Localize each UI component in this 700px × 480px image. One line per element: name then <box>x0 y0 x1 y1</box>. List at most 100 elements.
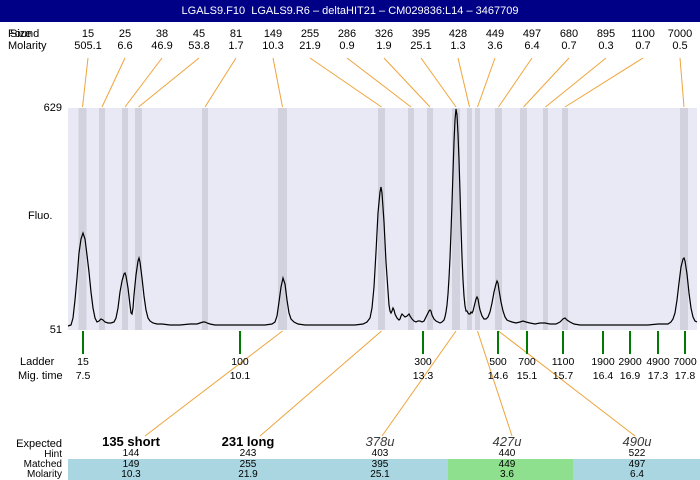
found-label: Found <box>8 28 40 40</box>
y-axis-title: Fluo. <box>28 210 53 222</box>
top-connector-line <box>457 57 470 108</box>
ladder-size-value: 15 <box>77 356 89 368</box>
top-connector-line <box>82 57 89 108</box>
marker-band <box>475 108 480 330</box>
peak-size-value: 895 <box>596 28 616 40</box>
peak-size-value: 1100 <box>631 28 655 40</box>
ladder-size-value: 1900 <box>591 356 615 368</box>
ladder-size-value: 1100 <box>551 356 575 368</box>
matched-value: 255 <box>239 459 257 470</box>
migtime-row-label: Mig. time <box>18 370 63 382</box>
hint-value: 243 <box>239 448 257 459</box>
expected-name: 135 short <box>102 434 160 449</box>
peak-molarity-value: 505.1 <box>74 40 102 52</box>
ladder-time-value: 15.7 <box>552 370 574 382</box>
expected-name: 378u <box>365 434 395 449</box>
peak-column: 497 6.4 <box>512 28 552 52</box>
peak-column: 38 46.9 <box>142 28 182 52</box>
peak-molarity-value: 6.4 <box>524 40 540 52</box>
peak-molarity-value: 25.1 <box>410 40 432 52</box>
expected-row-label: Expected <box>16 438 62 450</box>
marker-band <box>452 108 460 330</box>
peak-molarity-value: 10.3 <box>262 40 284 52</box>
peak-molarity-value: 0.3 <box>598 40 614 52</box>
ladder-size-value: 500 <box>489 356 507 368</box>
matched-value: 449 <box>498 459 516 470</box>
peak-molarity-value: 0.5 <box>672 40 688 52</box>
marker-band <box>378 108 385 330</box>
bottom-connector-line <box>477 330 513 437</box>
peak-column: 680 0.7 <box>549 28 589 52</box>
top-connector-line <box>564 57 644 108</box>
peak-size-value: 286 <box>337 28 357 40</box>
matched-row-label: Matched <box>23 459 62 470</box>
ladder-time-value: 16.4 <box>592 370 614 382</box>
ladder-size-value: 2900 <box>618 356 642 368</box>
top-connector-line <box>346 57 412 108</box>
peak-column: 25 6.6 <box>105 28 145 52</box>
peak-column: 255 21.9 <box>290 28 330 52</box>
peak-molarity-value: 0.9 <box>339 40 355 52</box>
top-connector-line <box>101 57 126 108</box>
peak-column: 286 0.9 <box>327 28 367 52</box>
hint-value: 403 <box>371 448 389 459</box>
peak-size-value: 25 <box>118 28 132 40</box>
top-connector-line <box>309 57 382 108</box>
matched-highlight-band <box>448 459 573 480</box>
peak-molarity-value: 0.7 <box>635 40 651 52</box>
marker-band <box>427 108 433 330</box>
peak-column: 81 1.7 <box>216 28 256 52</box>
ladder-row-label: Ladder <box>20 356 55 368</box>
top-connector-line <box>272 57 283 108</box>
peak-size-value: 428 <box>448 28 468 40</box>
top-connector-line <box>523 57 570 108</box>
marker-band <box>562 108 568 330</box>
peak-size-value: 7000 <box>667 28 693 40</box>
marker-band <box>543 108 548 330</box>
peak-molarity-value: 46.9 <box>151 40 173 52</box>
peak-column: 326 1.9 <box>364 28 404 52</box>
peak-column: 7000 0.5 <box>660 28 700 52</box>
peak-column: 895 0.3 <box>586 28 626 52</box>
found-size-row-label: Found Size <box>8 28 68 40</box>
peak-size-value: 449 <box>485 28 505 40</box>
bottom-connector-line <box>259 330 382 437</box>
peak-molarity-value: 0.7 <box>561 40 577 52</box>
peak-size-value: 15 <box>81 28 95 40</box>
peak-molarity-value: 1.3 <box>450 40 466 52</box>
peak-column: 149 10.3 <box>253 28 293 52</box>
matched-value: 497 <box>628 459 646 470</box>
ladder-time-value: 17.3 <box>647 370 669 382</box>
ladder-time-value: 16.9 <box>619 370 641 382</box>
expected-name: 231 long <box>221 434 275 449</box>
marker-band <box>135 108 142 330</box>
y-axis-max-label: 629 <box>43 102 62 114</box>
ladder-size-value: 4900 <box>646 356 670 368</box>
molarity-value: 6.4 <box>630 469 644 480</box>
peak-size-value: 497 <box>522 28 542 40</box>
bottom-connector-line <box>144 330 283 437</box>
peak-molarity-value: 6.6 <box>117 40 133 52</box>
matched-value: 395 <box>371 459 389 470</box>
marker-band <box>520 108 527 330</box>
bottom-connector-line <box>381 330 457 437</box>
molarity-value: 21.9 <box>238 469 258 480</box>
peak-column: 45 53.8 <box>179 28 219 52</box>
title-text: LGALS9.F10 LGALS9.R6 – deltaHIT21 – CM02… <box>181 5 519 17</box>
peak-size-value: 326 <box>374 28 394 40</box>
ladder-time-value: 15.1 <box>516 370 538 382</box>
peak-column: 15 505.1 <box>68 28 108 52</box>
ladder-time-value: 14.6 <box>487 370 509 382</box>
ladder-size-value: 300 <box>414 356 432 368</box>
marker-band <box>278 108 287 330</box>
top-connector-line <box>477 57 496 108</box>
marker-band <box>78 108 87 330</box>
peak-column: 428 1.3 <box>438 28 478 52</box>
top-connector-line <box>679 57 685 108</box>
expected-name: 427u <box>492 434 522 449</box>
top-connector-line <box>420 57 457 108</box>
peak-molarity-value: 53.8 <box>188 40 210 52</box>
molarity-bottom-row-label: Molarity <box>26 469 62 480</box>
marker-band <box>202 108 208 330</box>
